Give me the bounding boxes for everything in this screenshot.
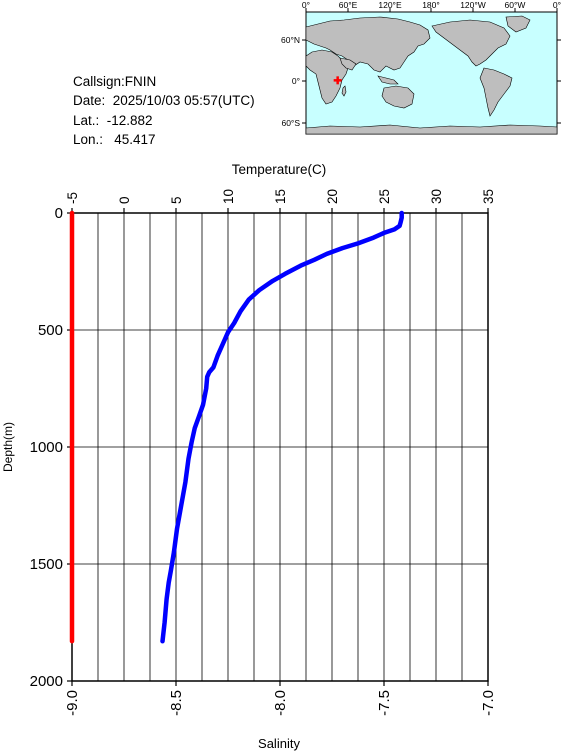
temperature-tick-label: 35 bbox=[481, 189, 496, 204]
station-info: Callsign:FNIN Date: 2025/10/03 05:57(UTC… bbox=[73, 72, 255, 149]
depth-tick-label: 0 bbox=[55, 205, 63, 222]
salinity-tick-label: -8.5 bbox=[168, 690, 185, 716]
madagascar bbox=[341, 85, 347, 97]
map-latitude-label: 60°N bbox=[281, 35, 300, 45]
world-map: 0° 60°E 120°E 180° 120°W 60°W 0° 60°N 0° 60°S bbox=[281, 0, 561, 135]
map-graticule bbox=[302, 8, 561, 124]
temperature-tick-label: -5 bbox=[65, 192, 80, 204]
salinity-tick-label: -7.0 bbox=[480, 690, 497, 716]
temperature-tick-label: 10 bbox=[221, 189, 236, 204]
callsign-text: Callsign:FNIN bbox=[73, 74, 157, 89]
salinity-tick-label: -7.5 bbox=[376, 690, 393, 716]
salinity-tick-label: -9.0 bbox=[64, 690, 81, 716]
depth-tick-label: 500 bbox=[38, 322, 63, 339]
station-marker bbox=[333, 76, 342, 85]
map-latitude-label: 0° bbox=[292, 76, 300, 86]
map-longitude-label: 120°E bbox=[378, 0, 402, 10]
australia bbox=[381, 85, 415, 109]
depth-axis: 0 500 1000 1500 2000 bbox=[30, 205, 72, 690]
greenland bbox=[505, 15, 531, 33]
temperature-tick-label: 25 bbox=[377, 189, 392, 204]
map-latitude-label: 60°S bbox=[281, 118, 300, 128]
map-longitude-labels: 0° 60°E 120°E 180° 120°W 60°W 0° bbox=[302, 0, 561, 10]
map-land bbox=[305, 15, 558, 135]
indonesia bbox=[377, 75, 399, 85]
map-longitude-label: 60°W bbox=[505, 0, 526, 10]
salinity-axis: -9.0 -8.5 -8.0 -7.5 -7.0 bbox=[64, 681, 497, 716]
chart-grid bbox=[71, 212, 489, 682]
date-text: Date: 2025/10/03 05:57(UTC) bbox=[73, 93, 255, 109]
temperature-profile-line bbox=[160, 210, 404, 644]
map-longitude-label: 120°W bbox=[460, 0, 486, 10]
map-latitude-labels: 60°N 0° 60°S bbox=[281, 35, 300, 128]
antarctica bbox=[305, 124, 558, 135]
arabia bbox=[339, 57, 357, 71]
north-america bbox=[431, 19, 511, 67]
depth-axis-title: Depth(m) bbox=[1, 422, 15, 472]
temperature-tick-label: 0 bbox=[117, 196, 132, 204]
temperature-axis: -5 0 5 10 15 20 25 30 35 bbox=[65, 189, 496, 213]
temperature-axis-title: Temperature(C) bbox=[232, 162, 327, 177]
depth-tick-label: 1000 bbox=[30, 439, 63, 456]
map-longitude-label: 60°E bbox=[339, 0, 358, 10]
map-longitude-label: 0° bbox=[553, 0, 561, 10]
temperature-tick-label: 20 bbox=[325, 189, 340, 204]
latitude-text: Lat.: -12.882 bbox=[73, 112, 153, 128]
map-longitude-label: 0° bbox=[302, 0, 310, 10]
salinity-axis-title: Salinity bbox=[258, 736, 300, 751]
chart-series bbox=[69, 210, 404, 644]
temperature-tick-label: 30 bbox=[429, 189, 444, 204]
salinity-tick-label: -8.0 bbox=[272, 690, 289, 716]
africa-landmass bbox=[305, 49, 349, 105]
south-america bbox=[479, 67, 513, 117]
eurasia-landmass bbox=[305, 16, 431, 73]
longitude-text: Lon.: 45.417 bbox=[73, 131, 156, 147]
temperature-tick-label: 15 bbox=[273, 189, 288, 204]
temperature-tick-label: 5 bbox=[169, 196, 184, 204]
depth-tick-label: 2000 bbox=[30, 673, 63, 690]
depth-tick-label: 1500 bbox=[30, 556, 63, 573]
map-longitude-label: 180° bbox=[422, 0, 440, 10]
